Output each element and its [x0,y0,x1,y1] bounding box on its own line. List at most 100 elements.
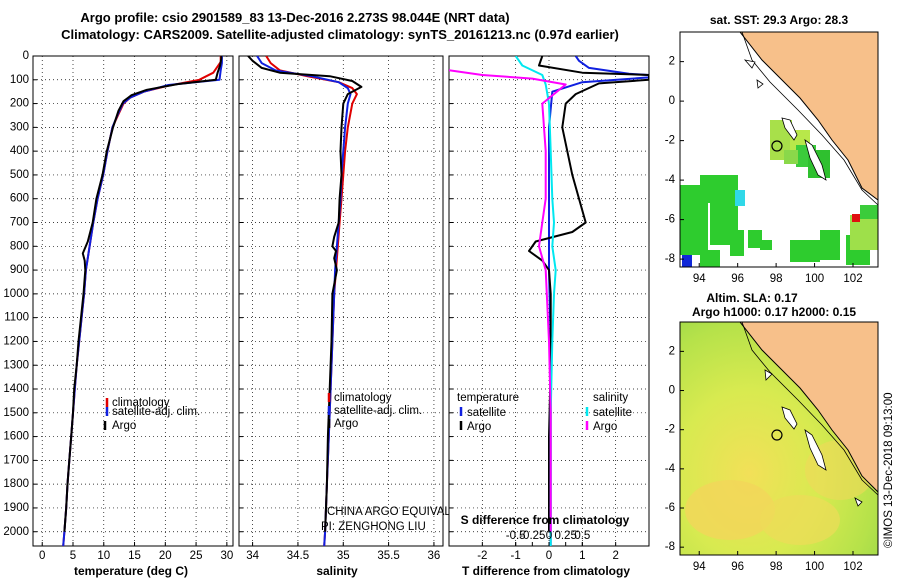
map-y-tick-label: -8 [665,541,675,553]
map-y-tick-label: 2 [669,345,675,357]
map-y-tick-label: -2 [665,424,675,436]
x-tick-label: 15 [128,550,141,562]
temperature-plot-frame [32,55,234,547]
sst-map-content [680,32,878,267]
depth-tick-label: 1400 [3,383,29,395]
depth-tick-label: 900 [10,264,29,276]
sst-map-island [781,117,798,141]
depth-tick-label: 1200 [3,335,29,347]
sla-map-panel: Altim. SLA: 0.17 Argo h1000: 0.17 h2000:… [665,291,879,573]
legend-satellite-label: satellite-adj. clim. [112,406,200,418]
figure-title-line1: Argo profile: csio 2901589_83 13-Dec-201… [80,10,509,25]
series-line-temperature-argo [528,56,649,532]
depth-tick-label: 200 [10,98,29,110]
x-tick-label: 36 [428,550,441,562]
legend-salinity-header: salinity [593,392,628,404]
sst-map-island [804,139,827,181]
x-tick-label: 30 [220,550,233,562]
x-tick-label: 0 [546,550,552,562]
salinity-grid [239,55,443,546]
sst-map-frame [679,31,879,268]
depth-tick-label: 1900 [3,502,29,514]
figure-title-line2: Climatology: CARS2009. Satellite-adjuste… [61,27,619,42]
depth-tick-label: 1500 [3,407,29,419]
pi-annotation-line1: CHINA ARGO EQUIVALENT [327,506,474,518]
sst-map-title: sat. SST: 29.3 Argo: 28.3 [710,13,849,27]
sla-map-island [854,497,863,507]
legend-climatology-label: climatology [112,397,170,409]
sla-map-island [781,406,798,430]
salinity-x-ticks: 34 34.5 35 35.5 36 [246,542,440,562]
legend-climatology-label: climatology [334,392,392,404]
sla-map-island [804,429,827,471]
sst-map-depth-contour [705,32,878,206]
map-y-tick-label: -4 [665,174,676,186]
map-x-tick-label: 100 [805,273,824,285]
x-tick-label: 0 [39,550,45,562]
x-tick-label: 35 [337,550,350,562]
legend-s-argo-label: Argo [593,421,617,433]
imos-credit: ©IMOS 13-Dec-2018 09:13:00 [883,392,895,548]
map-x-tick-label: 98 [770,561,783,573]
sst-map-axes: 94 96 98 100 102 2 0 -2 -4 -6 -8 [665,56,863,285]
map-y-tick-label: -6 [665,502,675,514]
salinity-difference-ticks: -0.5-0.25 0 0.250.5 [506,530,590,546]
x-tick-label: 35.5 [377,550,399,562]
sst-pixels [680,120,878,267]
salinity-x-label: salinity [316,564,358,578]
depth-tick-label: 300 [10,121,29,133]
s-tick-label: 0.25 [554,530,576,542]
temperature-x-ticks: 0 5 10 15 20 25 30 [39,542,233,562]
map-y-tick-label: 0 [669,385,675,397]
map-x-tick-label: 98 [770,273,783,285]
temperature-x-label: temperature (deg C) [74,564,188,578]
sla-map-depth-contour [705,322,878,496]
argo-float-marker [771,140,783,152]
series-line-argo [63,56,223,532]
legend-s-satellite-label: satellite [593,407,632,419]
depth-axis-labels: 0 100 200 300 400 500 600 700 800 900 1000 1100 1200… [3,50,29,538]
series-line-argo [247,56,363,532]
legend-temperature-header: temperature [457,392,519,404]
s-difference-label: S difference from climatology [461,513,630,527]
x-tick-label: 20 [159,550,172,562]
s-tick-label: -0.5 [506,530,526,542]
salinity-panel: 34 34.5 35 35.5 36 salinity climatology sate… [238,55,474,578]
depth-tick-label: 1100 [4,312,29,324]
depth-tick-label: 1300 [3,359,29,371]
map-x-tick-label: 102 [843,273,862,285]
series-line-salinity-argo [449,69,567,532]
legend-satellite-label: satellite-adj. clim. [334,405,422,417]
x-tick-label: 34.5 [287,550,309,562]
depth-tick-label: 700 [10,217,29,229]
depth-tick-label: 1600 [3,431,29,443]
salinity-legend: climatology satellite-adj. clim. Argo [327,392,422,430]
x-tick-label: 34 [246,550,259,562]
temperature-panel: 0 5 10 15 20 25 30 temperature (deg C) climato… [32,55,234,578]
sla-map-title-line2: Argo h1000: 0.17 h2000: 0.15 [692,305,856,319]
x-tick-label: 2 [612,550,618,562]
sla-high-anomaly [760,495,840,545]
sst-map-panel: sat. SST: 29.3 Argo: 28.3 [665,13,879,285]
depth-tick-label: 0 [23,50,29,62]
sla-map-content [680,322,878,555]
map-x-tick-label: 94 [693,273,706,285]
legend-argo-label: Argo [334,418,358,430]
sst-map-island [743,59,756,69]
depth-tick-label: 100 [10,74,29,86]
series-line-salinity-satellite [514,56,557,546]
legend-t-argo-label: Argo [467,421,491,433]
sst-map-land-sumatra [739,32,878,201]
sla-map-land-sumatra [739,322,878,493]
depth-tick-label: 800 [10,240,29,252]
pi-annotation-line2: PI: ZENGHONG LIU [321,521,426,533]
legend-argo-label: Argo [112,420,136,432]
difference-legend: temperature satellite Argo salinity sate… [457,392,632,433]
sla-map-title-line1: Altim. SLA: 0.17 [706,291,798,305]
difference-series [449,56,649,546]
x-tick-label: 25 [190,550,203,562]
map-x-tick-label: 94 [693,561,706,573]
difference-panel: -2 -1 0 1 2 -0.5-0.25 0 0.250.5 S difference f… [448,55,650,578]
s-tick-label: 0.5 [574,530,590,542]
